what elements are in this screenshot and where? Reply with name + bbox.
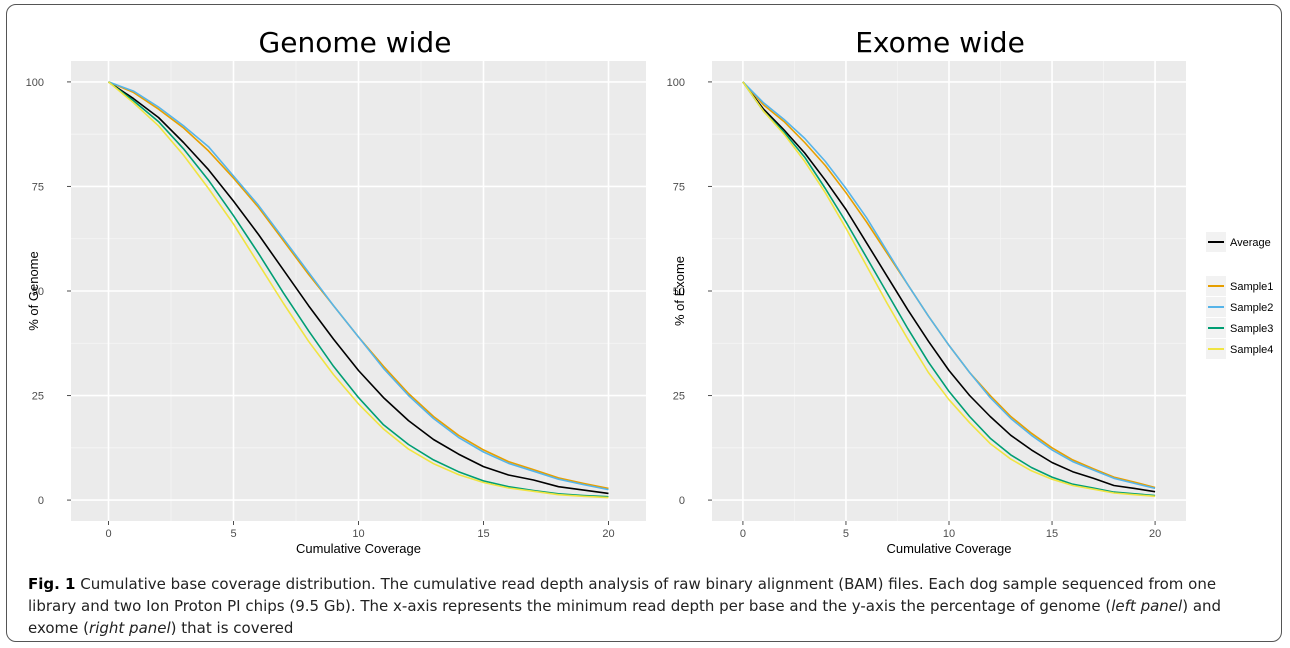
legend-label-sample3: Sample3 xyxy=(1230,323,1273,335)
legend-label-sample1: Sample1 xyxy=(1230,281,1273,293)
caption-text-1: Cumulative base coverage distribution. T… xyxy=(28,575,1217,615)
panel2-y-axis-label: % of Exome xyxy=(672,256,687,326)
legend-label-sample2: Sample2 xyxy=(1230,302,1273,314)
legend-label-average: Average xyxy=(1230,237,1271,249)
panel1-series-sample2 xyxy=(108,81,609,491)
panel2-tick-label-y: 50 xyxy=(673,286,685,298)
panel1-tick-label-x: 15 xyxy=(477,528,489,540)
panel2-tick-label-x: 5 xyxy=(843,528,849,540)
panel1-x-axis-label: Cumulative Coverage xyxy=(296,541,421,556)
caption-text-2: ) and exome ( xyxy=(28,597,1222,637)
panel1-tick-label-y: 0 xyxy=(38,495,44,507)
panel1-series-average xyxy=(108,81,609,495)
panel1-tick-label-x: 0 xyxy=(105,528,111,540)
panel1-tick-label-y: 25 xyxy=(32,391,44,403)
panel2-tick-label-y: 0 xyxy=(679,495,685,507)
figure-label: Fig. 1 xyxy=(28,575,76,593)
panel2-title: Exome wide xyxy=(855,26,1025,59)
panel2-tick-label-x: 15 xyxy=(1046,528,1058,540)
panel2-series-average xyxy=(742,81,1156,493)
caption-left-panel: left panel xyxy=(1111,597,1183,615)
caption-right-panel: right panel xyxy=(89,619,171,637)
panel1-tick-label-x: 20 xyxy=(602,528,614,540)
panel2-tick-label-y: 75 xyxy=(673,181,685,193)
figure-caption: Fig. 1 Cumulative base coverage distribu… xyxy=(28,573,1268,639)
panel1-tick-label-x: 10 xyxy=(352,528,364,540)
panel1-series-sample4 xyxy=(107,81,609,499)
panel1-series-sample3 xyxy=(108,81,609,498)
panel2-tick-label-y: 25 xyxy=(673,391,685,403)
panel1-tick-label-x: 5 xyxy=(230,528,236,540)
panel1-tick-label-y: 50 xyxy=(32,286,44,298)
panel2-tick-label-x: 0 xyxy=(740,528,746,540)
panel2-series-sample4 xyxy=(742,81,1156,498)
panel1-tick-label-y: 100 xyxy=(26,77,44,89)
panel2-series-sample3 xyxy=(742,81,1156,497)
panel2-tick-label-x: 10 xyxy=(943,528,955,540)
panel2-tick-label-x: 20 xyxy=(1149,528,1161,540)
panel1-y-axis-label: % of Genome xyxy=(26,251,41,331)
panel1-title: Genome wide xyxy=(259,26,452,59)
panel2-series-sample2 xyxy=(742,81,1156,490)
legend-label-sample4: Sample4 xyxy=(1230,344,1273,356)
panel2-tick-label-y: 100 xyxy=(667,77,685,89)
panel2-x-axis-label: Cumulative Coverage xyxy=(886,541,1011,556)
panel1-tick-label-y: 75 xyxy=(32,181,44,193)
caption-text-3: ) that is covered xyxy=(170,619,294,637)
